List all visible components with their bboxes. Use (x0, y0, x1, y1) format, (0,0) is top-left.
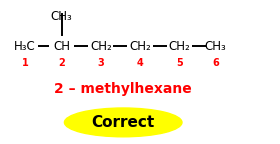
Ellipse shape (64, 108, 182, 137)
Text: CH₂: CH₂ (168, 40, 190, 53)
Text: 2: 2 (58, 58, 65, 68)
Text: CH₃: CH₃ (205, 40, 227, 53)
Text: 5: 5 (176, 58, 183, 68)
Text: 3: 3 (97, 58, 104, 68)
Text: CH₂: CH₂ (90, 40, 112, 53)
Text: Correct: Correct (92, 115, 155, 130)
Text: 2 – methylhexane: 2 – methylhexane (54, 82, 192, 96)
Text: H₃C: H₃C (14, 40, 36, 53)
Text: 4: 4 (137, 58, 143, 68)
Text: 1: 1 (22, 58, 29, 68)
Text: CH₂: CH₂ (129, 40, 151, 53)
Text: CH: CH (53, 40, 70, 53)
Text: CH₃: CH₃ (51, 10, 73, 23)
Text: 6: 6 (212, 58, 219, 68)
